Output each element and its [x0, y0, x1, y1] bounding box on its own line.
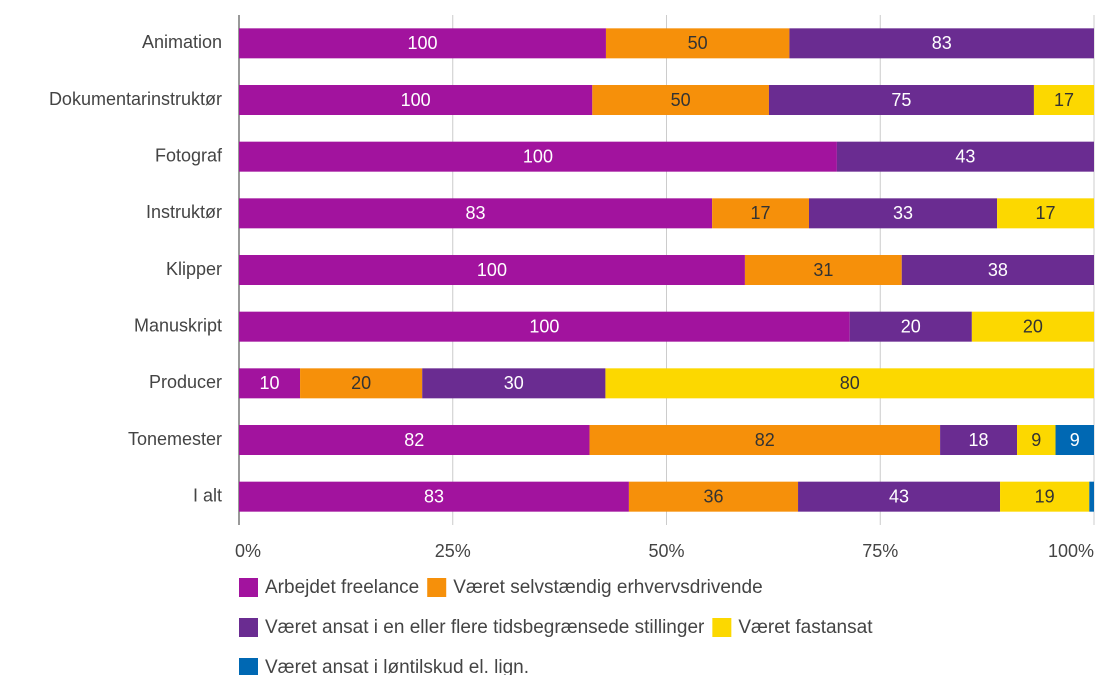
- y-tick-label: Producer: [149, 372, 222, 392]
- bar-segment: [239, 481, 629, 512]
- data-label: 43: [889, 486, 909, 506]
- bar-segment: [1033, 85, 1094, 115]
- data-label: 100: [401, 90, 431, 110]
- data-label: 75: [891, 90, 911, 110]
- legend-swatch: [239, 658, 258, 675]
- data-label: 17: [751, 203, 771, 223]
- y-tick-label: Fotograf: [155, 145, 223, 165]
- bar-segment: [239, 85, 593, 115]
- bar-segment: [422, 368, 606, 399]
- data-label: 82: [404, 430, 424, 450]
- bar-segment: [712, 198, 809, 229]
- legend-label: Været selvstændig erhvervsdrivende: [453, 577, 762, 598]
- bar-segment: [300, 368, 423, 399]
- x-tick-label: 0%: [235, 541, 261, 561]
- legend-label: Arbejdet freelance: [265, 577, 419, 598]
- data-label: 100: [407, 33, 437, 53]
- legend-label: Været ansat i en eller flere tidsbegræns…: [265, 617, 705, 638]
- bar-segment: [605, 368, 1094, 399]
- data-label: 80: [840, 373, 860, 393]
- bar-segment: [940, 425, 1018, 455]
- y-tick-label: Tonemester: [128, 429, 222, 449]
- data-label: 19: [1035, 486, 1055, 506]
- legend-label: Været ansat i løntilskud el. lign.: [265, 657, 529, 675]
- legend-swatch: [239, 618, 258, 637]
- data-label: 50: [671, 90, 691, 110]
- bar-segment: [1089, 481, 1094, 512]
- data-label: 36: [703, 486, 723, 506]
- data-label: 43: [955, 146, 975, 166]
- bar-segment: [589, 425, 941, 455]
- data-label: 10: [260, 373, 280, 393]
- data-label: 100: [529, 316, 559, 336]
- data-label: 83: [466, 203, 486, 223]
- legend-swatch: [427, 578, 447, 597]
- data-label: 31: [813, 260, 833, 280]
- data-label: 82: [755, 430, 775, 450]
- bar-segment: [592, 85, 769, 115]
- x-tick-label: 75%: [862, 541, 898, 561]
- bar-segment: [605, 28, 790, 59]
- y-tick-label: Dokumentarinstruktør: [49, 89, 222, 109]
- bar-segment: [239, 311, 850, 342]
- legend-label: Været fastansat: [738, 617, 873, 638]
- y-tick-label: I alt: [193, 485, 222, 505]
- bar-segment: [628, 481, 799, 512]
- data-label: 18: [969, 430, 989, 450]
- y-tick-label: Klipper: [166, 259, 222, 279]
- bar-segment: [789, 28, 1094, 59]
- x-tick-label: 25%: [435, 541, 471, 561]
- data-label: 83: [424, 486, 444, 506]
- data-label: 20: [1023, 316, 1043, 336]
- data-label: 20: [351, 373, 371, 393]
- x-tick-label: 50%: [648, 541, 684, 561]
- data-label: 17: [1054, 90, 1074, 110]
- x-tick-label: 100%: [1048, 541, 1094, 561]
- y-tick-label: Manuskript: [134, 315, 222, 335]
- y-tick-label: Animation: [142, 32, 222, 52]
- bar-segment: [744, 255, 902, 285]
- bar-segment: [1055, 425, 1094, 455]
- bar-segment: [239, 368, 301, 399]
- bar-segment: [997, 198, 1094, 229]
- bar-segment: [1000, 481, 1090, 512]
- bar-segment: [239, 425, 590, 455]
- bar-segment: [849, 311, 972, 342]
- bar-segment: [836, 141, 1094, 172]
- data-label: 100: [477, 260, 507, 280]
- bar-segment: [239, 255, 745, 285]
- bar-segment: [239, 141, 837, 172]
- data-label: 38: [988, 260, 1008, 280]
- bar-segment: [798, 481, 1001, 512]
- data-label: 9: [1070, 430, 1080, 450]
- bar-segment: [971, 311, 1094, 342]
- data-label: 33: [893, 203, 913, 223]
- bar-segment: [239, 198, 713, 229]
- bar-segment: [809, 198, 998, 229]
- legend-swatch: [712, 618, 732, 637]
- legend-swatch: [239, 578, 258, 597]
- bar-segment: [901, 255, 1094, 285]
- bar-segment: [768, 85, 1034, 115]
- data-label: 50: [688, 33, 708, 53]
- data-label: 9: [1031, 430, 1041, 450]
- data-label: 17: [1036, 203, 1056, 223]
- data-label: 100: [523, 146, 553, 166]
- data-label: 30: [504, 373, 524, 393]
- bar-segment: [239, 28, 606, 59]
- y-tick-label: Instruktør: [146, 202, 222, 222]
- data-label: 83: [932, 33, 952, 53]
- bar-segment: [1017, 425, 1056, 455]
- data-label: 20: [901, 316, 921, 336]
